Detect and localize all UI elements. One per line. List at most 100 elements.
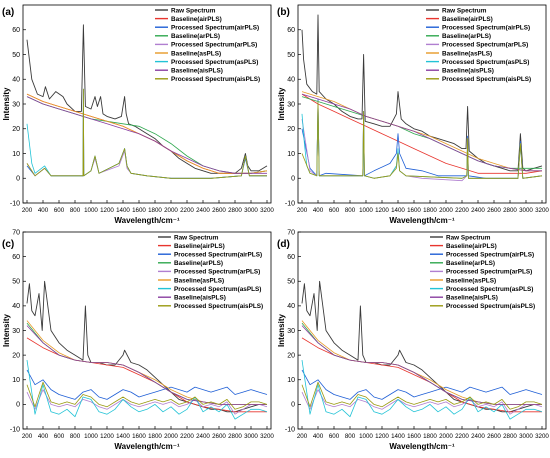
x-tick-label: 1200 — [100, 207, 114, 214]
legend-label: Baseline(airPLS) — [446, 243, 497, 250]
y-tick-label: 70 — [12, 229, 20, 236]
legend-label: Processed Spectrum(asPLS) — [171, 59, 258, 66]
series-line-baseline-aisPLS — [26, 96, 267, 174]
x-tick-label: 3200 — [535, 433, 549, 440]
x-tick-label: 2000 — [439, 207, 453, 214]
y-axis-label: Intensity — [2, 314, 11, 347]
x-tick-label: 1800 — [423, 433, 437, 440]
legend-label: Raw Spectrum — [174, 234, 219, 241]
x-tick-label: 1000 — [359, 433, 373, 440]
y-tick-label: 40 — [12, 303, 20, 310]
x-tick-label: 2200 — [455, 433, 469, 440]
series-line-raw — [26, 280, 267, 413]
x-tick-label: 1200 — [375, 207, 389, 214]
chart-panel-2: 200 400 600 800 1000 1200 1400 1600 1800 2000 2200… — [277, 4, 549, 225]
x-axis-label: Wavelength/cm⁻¹ — [389, 216, 455, 225]
series-line-baseline-asPLS — [301, 91, 542, 172]
x-tick-label: 400 — [313, 433, 324, 440]
x-tick-label: 2400 — [196, 207, 210, 214]
y-tick-label: 0 — [16, 176, 20, 183]
legend-label: Processed Spectrum(aisPLS) — [171, 76, 260, 83]
x-tick-label: 3000 — [519, 207, 533, 214]
x-tick-label: 3200 — [260, 207, 274, 214]
legend-label: Baseline(aisPLS) — [442, 68, 494, 75]
series-line-processed-asPLS — [26, 360, 268, 420]
legend-label: Baseline(arPLS) — [446, 260, 495, 267]
x-tick-label: 3200 — [535, 207, 549, 214]
legend-label: Processed Spectrum(arPLS) — [446, 269, 532, 276]
y-tick-label: -10 — [285, 426, 295, 433]
x-tick-label: 2400 — [471, 433, 485, 440]
x-tick-label: 800 — [345, 207, 356, 214]
legend-label: Processed Spectrum(arPLS) — [442, 42, 528, 49]
series-line-baseline-arPLS — [301, 322, 542, 405]
panel-label: (b) — [277, 7, 290, 18]
series-line-baseline-aisPLS — [26, 325, 267, 405]
series-line-processed-arPLS — [26, 389, 268, 415]
x-tick-label: 2600 — [212, 433, 226, 440]
x-tick-label: 400 — [313, 207, 324, 214]
series-line-baseline-aisPLS — [301, 93, 542, 172]
series-group — [301, 280, 543, 420]
y-tick-label: 20 — [12, 126, 20, 133]
x-tick-label: 1400 — [116, 433, 130, 440]
y-tick-label: 60 — [287, 27, 295, 34]
x-tick-label: 2400 — [471, 207, 485, 214]
y-tick-label: 10 — [12, 151, 20, 158]
legend: Raw Spectrum Baseline(airPLS) Processed Sp… — [426, 7, 531, 83]
x-tick-label: 2800 — [503, 207, 517, 214]
legend-label: Baseline(asPLS) — [442, 50, 492, 57]
legend-label: Baseline(arPLS) — [174, 260, 223, 267]
y-tick-label: 70 — [287, 229, 295, 236]
x-tick-label: 400 — [38, 207, 49, 214]
legend: Raw Spectrum Baseline(airPLS) Processed Sp… — [430, 234, 535, 310]
x-axis-label: Wavelength/cm⁻¹ — [389, 442, 455, 451]
x-tick-label: 3200 — [260, 433, 274, 440]
legend-label: Processed Spectrum(asPLS) — [446, 286, 533, 293]
x-axis-label: Wavelength/cm⁻¹ — [114, 442, 180, 451]
y-tick-label: 60 — [12, 254, 20, 261]
x-tick-label: 200 — [297, 207, 308, 214]
y-tick-label: 30 — [287, 101, 295, 108]
x-tick-label: 600 — [329, 207, 340, 214]
x-tick-label: 600 — [54, 207, 65, 214]
x-tick-label: 2600 — [212, 207, 226, 214]
x-tick-label: 1200 — [375, 433, 389, 440]
y-tick-label: 50 — [12, 52, 20, 59]
panel-label: (d) — [277, 239, 290, 250]
x-tick-label: 1600 — [132, 433, 146, 440]
x-tick-label: 1600 — [407, 433, 421, 440]
x-tick-label: 3000 — [519, 433, 533, 440]
legend-label: Baseline(airPLS) — [174, 243, 225, 250]
x-tick-label: 800 — [70, 207, 81, 214]
series-line-baseline-arPLS — [26, 322, 267, 405]
y-tick-label: 0 — [291, 176, 295, 183]
series-line-processed-asPLS — [301, 360, 543, 420]
legend-label: Processed Spectrum(asPLS) — [174, 286, 261, 293]
y-tick-label: 10 — [12, 377, 20, 384]
x-tick-label: 1000 — [84, 207, 98, 214]
series-line-processed-aisPLS — [301, 101, 543, 179]
x-tick-label: 1400 — [391, 207, 405, 214]
x-tick-label: 1000 — [359, 207, 373, 214]
y-tick-label: -10 — [10, 200, 20, 207]
x-tick-label: 1800 — [148, 433, 162, 440]
x-tick-label: 2000 — [439, 433, 453, 440]
series-line-baseline-airPLS — [301, 337, 542, 413]
y-tick-label: 20 — [287, 126, 295, 133]
x-tick-label: 400 — [38, 433, 49, 440]
legend-label: Processed Spectrum(aisPLS) — [174, 303, 263, 310]
x-tick-label: 2600 — [487, 433, 501, 440]
x-tick-label: 200 — [22, 433, 33, 440]
legend-label: Baseline(aisPLS) — [446, 295, 498, 302]
legend-label: Baseline(asPLS) — [446, 277, 496, 284]
series-line-processed-airPLS — [26, 91, 267, 179]
series-line-processed-airPLS — [301, 369, 543, 400]
series-line-baseline-asPLS — [301, 320, 542, 405]
plot-frame — [22, 231, 272, 430]
x-tick-label: 1400 — [391, 433, 405, 440]
x-tick-label: 2400 — [196, 433, 210, 440]
x-tick-label: 800 — [70, 433, 81, 440]
y-tick-label: 50 — [12, 279, 20, 286]
y-tick-label: -10 — [10, 426, 20, 433]
